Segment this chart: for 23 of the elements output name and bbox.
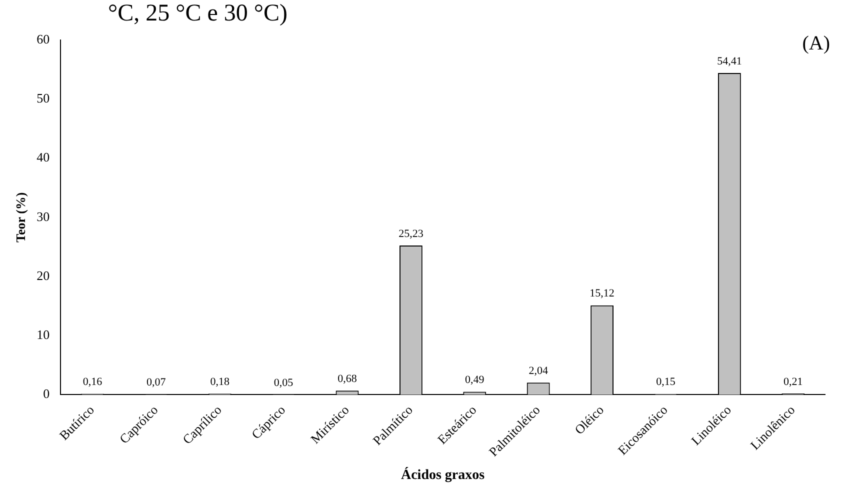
y-tick-label: 30: [36, 208, 50, 224]
x-axis-title: Ácidos graxos: [400, 466, 486, 484]
annotation: (A): [802, 32, 830, 54]
text: °C, 25 °C e 30 °C): [108, 0, 288, 26]
data-label: 15,12: [590, 288, 614, 300]
data-label: 0,68: [338, 373, 358, 386]
y-tick-label: 20: [36, 268, 50, 283]
data-label: 0,05: [274, 376, 294, 389]
y-tick-label: 10: [36, 327, 50, 342]
data-label: 0,49: [465, 374, 485, 386]
data-label: 0,15: [656, 376, 676, 388]
data-label: 0,16: [82, 376, 103, 388]
data-label: 54,41: [717, 55, 742, 68]
y-tick-label: 50: [36, 90, 50, 106]
data-label: 25,23: [398, 228, 424, 240]
y-axis-title: Teor (%): [13, 192, 28, 242]
y-tick-label: 60: [36, 31, 50, 46]
data-label: 0,21: [784, 376, 803, 388]
y-tick-label: 0: [43, 386, 50, 402]
data-label: 0,07: [146, 376, 166, 389]
data-label: 2,04: [528, 365, 548, 378]
y-tick-label: 40: [36, 150, 50, 165]
data-label: 0,18: [210, 376, 230, 388]
